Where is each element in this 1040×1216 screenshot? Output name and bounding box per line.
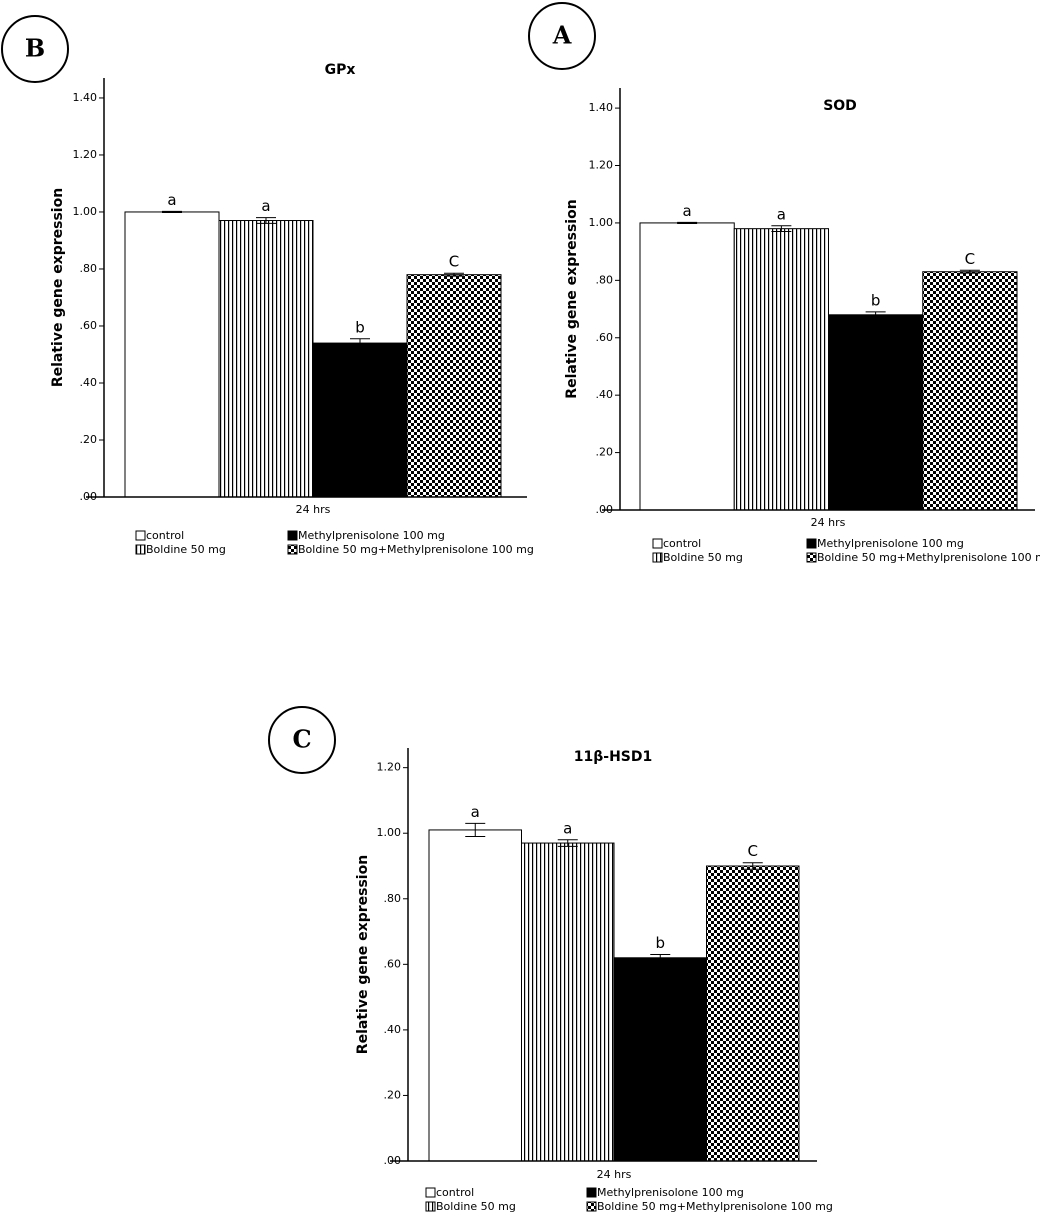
legend-swatch — [586, 1187, 597, 1198]
y-axis-label: Relative gene expression — [50, 188, 66, 387]
x-tick-label: 24 hrs — [296, 503, 331, 516]
significance-letter: b — [871, 291, 881, 309]
bar — [218, 220, 314, 498]
significance-letter: b — [655, 934, 665, 952]
significance-letter: b — [355, 318, 365, 336]
bar — [312, 342, 408, 498]
y-tick-label: 1.00 — [73, 205, 98, 218]
y-tick-label: 1.00 — [589, 216, 614, 229]
panel-label: C — [292, 725, 311, 754]
bar — [613, 957, 707, 1162]
legend-label: Boldine 50 mg+Methylprenisolone 100 mg — [597, 1200, 833, 1213]
panel-circle — [1, 15, 69, 83]
y-tick-label: 1.40 — [589, 101, 614, 114]
panel-circle — [528, 2, 596, 70]
legend-label: control — [146, 529, 184, 542]
error-bar — [865, 311, 886, 319]
error-bar — [350, 338, 370, 348]
y-tick-label: 1.20 — [73, 148, 98, 161]
legend-swatch — [652, 538, 663, 549]
error-bar — [256, 217, 276, 224]
x-tick-label: 24 hrs — [811, 516, 846, 529]
bar — [428, 829, 522, 1162]
legend-label: Boldine 50 mg+Methylprenisolone 100 mg — [298, 543, 534, 556]
bar — [706, 865, 800, 1162]
legend-label: control — [663, 537, 701, 550]
significance-letter: a — [471, 803, 480, 821]
legend-label: Boldine 50 mg — [436, 1200, 516, 1213]
significance-letter: C — [748, 842, 758, 860]
bar — [406, 274, 502, 498]
legend-label: control — [436, 1186, 474, 1199]
y-tick-label: .60 — [596, 331, 614, 344]
significance-letter: C — [965, 250, 975, 268]
y-tick-label: .80 — [384, 892, 402, 905]
legend-swatch — [135, 544, 146, 555]
y-tick-label: .20 — [80, 433, 98, 446]
bar — [733, 228, 829, 511]
error-bar — [677, 221, 698, 224]
error-bar — [162, 210, 182, 214]
legend-label: Boldine 50 mg — [146, 543, 226, 556]
significance-letter: a — [261, 197, 270, 215]
x-tick-label: 24 hrs — [597, 1168, 632, 1181]
significance-letter: a — [563, 819, 572, 837]
error-bar — [444, 272, 464, 277]
y-tick-label: .40 — [384, 1023, 402, 1036]
legend-label: Boldine 50 mg — [663, 551, 743, 564]
y-tick-label: 1.40 — [73, 91, 98, 104]
legend-label: Methylprenisolone 100 mg — [298, 529, 445, 542]
y-tick-label: .40 — [596, 388, 614, 401]
bar — [124, 211, 220, 498]
error-bar — [742, 862, 763, 870]
y-tick-label: .40 — [80, 376, 98, 389]
legend-swatch — [806, 552, 817, 563]
y-tick-label: .60 — [80, 319, 98, 332]
bar — [639, 222, 735, 511]
legend-swatch — [425, 1187, 436, 1198]
legend-swatch — [586, 1201, 597, 1212]
bar — [922, 271, 1018, 511]
error-bar — [465, 822, 486, 837]
significance-letter: a — [683, 202, 692, 220]
significance-letter: a — [777, 205, 786, 223]
chart-title: 11β-HSD1 — [574, 749, 652, 765]
bar — [521, 842, 615, 1162]
y-tick-label: .20 — [384, 1088, 402, 1101]
significance-letter: a — [167, 191, 176, 209]
y-tick-label: .80 — [80, 262, 98, 275]
significance-letter: C — [449, 253, 459, 271]
chart-title: SOD — [823, 98, 857, 114]
legend-label: Methylprenisolone 100 mg — [597, 1186, 744, 1199]
legend-swatch — [287, 544, 298, 555]
y-tick-label: 1.00 — [377, 826, 402, 839]
legend-swatch — [652, 552, 663, 563]
legend-swatch — [806, 538, 817, 549]
legend-label: Boldine 50 mg+Methylprenisolone 100 mg — [817, 551, 1040, 564]
legend-swatch — [135, 530, 146, 541]
y-axis-label: Relative gene expression — [564, 199, 580, 398]
panel-label: B — [25, 34, 45, 63]
bar — [828, 314, 924, 511]
error-bar — [959, 269, 980, 274]
legend-swatch — [287, 530, 298, 541]
legend-label: Methylprenisolone 100 mg — [817, 537, 964, 550]
error-bar — [650, 954, 671, 962]
legend-swatch — [425, 1201, 436, 1212]
chart-title: GPx — [325, 62, 356, 78]
panel-circle — [268, 706, 336, 774]
y-tick-label: .80 — [596, 273, 614, 286]
panel-label: A — [552, 21, 572, 50]
error-bar — [771, 225, 792, 233]
error-bar — [557, 839, 578, 847]
y-tick-label: .60 — [384, 957, 402, 970]
y-axis-label: Relative gene expression — [355, 855, 371, 1054]
y-tick-label: .20 — [596, 446, 614, 459]
y-tick-label: 1.20 — [377, 761, 402, 774]
y-tick-label: 1.20 — [589, 159, 614, 172]
